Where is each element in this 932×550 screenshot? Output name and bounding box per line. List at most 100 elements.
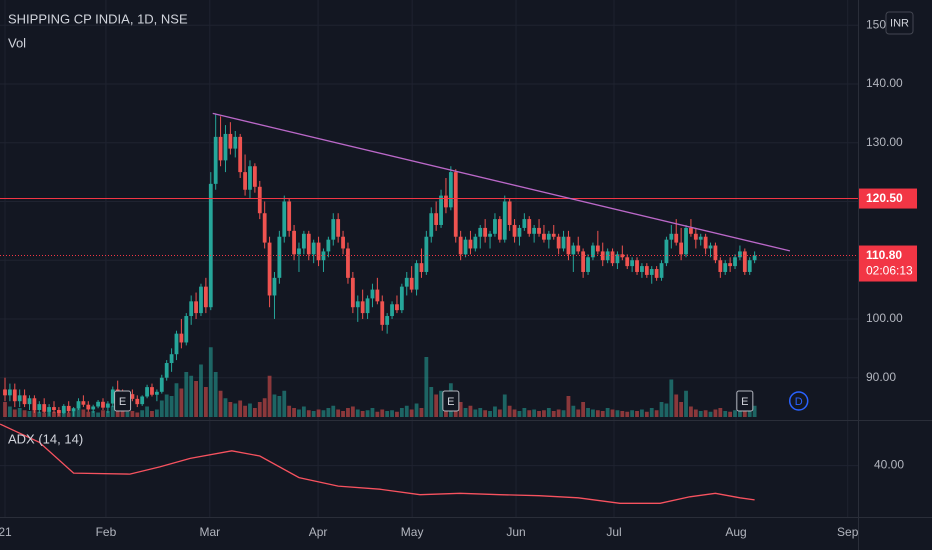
candle-body — [267, 242, 272, 296]
candle-body — [277, 236, 282, 278]
candle-body — [292, 230, 296, 255]
y-tick-label: 90.00 — [866, 370, 896, 384]
candle-body — [689, 227, 693, 234]
candle-body — [527, 219, 532, 234]
candle-body — [61, 405, 66, 413]
volume-bar — [184, 372, 189, 417]
volume-bar — [203, 387, 208, 417]
candle-body — [546, 233, 551, 240]
volume-bar — [110, 405, 115, 417]
y-tick-label: 40.00 — [874, 458, 904, 472]
candle-body — [399, 286, 404, 311]
candle-body — [747, 260, 752, 272]
earnings-label: E — [119, 396, 126, 408]
volume-bar — [76, 408, 81, 417]
candle-body — [439, 195, 443, 225]
candle-body — [644, 266, 649, 275]
earnings-marker — [442, 390, 460, 412]
volume-bar — [399, 408, 404, 417]
countdown-label: 02:06:13 — [866, 264, 913, 278]
volume-bar — [287, 405, 292, 417]
volume-bar — [591, 409, 595, 417]
volume-bar — [164, 394, 169, 417]
volume-bar — [350, 406, 355, 417]
volume-bar — [551, 411, 556, 417]
candle-body — [350, 277, 355, 308]
currency-label: INR — [890, 17, 909, 29]
volume-bar — [644, 411, 649, 417]
volume-bar — [395, 411, 399, 417]
volume-bar — [341, 411, 345, 417]
x-tick-label: May — [401, 525, 424, 539]
volume-bar — [390, 410, 394, 417]
dividend-marker — [788, 391, 809, 411]
candle-body — [311, 242, 316, 255]
candle-body — [586, 257, 590, 272]
volume-bar — [86, 411, 91, 417]
volume-bar — [478, 408, 483, 417]
volume-bar — [159, 400, 164, 417]
currency-badge[interactable] — [885, 11, 914, 35]
volume-bar — [91, 411, 96, 417]
candle-body — [52, 407, 56, 411]
candle-body — [81, 401, 86, 405]
x-tick-label: Apr — [309, 525, 328, 539]
volume-bar — [738, 409, 742, 417]
volume-bar — [311, 411, 316, 417]
x-tick-label: Sep — [837, 525, 859, 539]
y-tick-label: 140.00 — [866, 76, 903, 90]
candle-body — [228, 133, 233, 149]
candle-body — [301, 233, 306, 249]
candle-body — [66, 405, 71, 412]
candle-body — [502, 201, 507, 240]
volume-bar — [605, 408, 610, 417]
candle-body — [507, 201, 512, 225]
x-tick-label: 21 — [0, 525, 12, 539]
volume-bar — [728, 411, 733, 417]
volume-bar — [576, 409, 581, 417]
volume-bar — [733, 410, 737, 417]
volume-bar — [272, 394, 277, 417]
candle-body — [179, 333, 184, 343]
candle-body — [551, 233, 556, 237]
candle-body — [693, 233, 698, 240]
volume-bar — [434, 394, 439, 417]
candle-body — [3, 389, 7, 396]
volume-bar — [120, 410, 125, 417]
candle-body — [145, 387, 149, 397]
candle-body — [483, 227, 488, 237]
volume-bar — [595, 410, 600, 417]
volume-bar — [267, 375, 272, 417]
volume-bar — [429, 387, 434, 417]
candle-body — [130, 394, 135, 399]
volume-bar — [497, 409, 502, 417]
candle-body — [7, 389, 12, 396]
candle-body — [154, 391, 159, 395]
candle-body — [654, 269, 659, 278]
candle-body — [105, 403, 110, 408]
candle-body — [380, 301, 385, 325]
candle-body — [395, 304, 399, 311]
volume-bar — [189, 375, 194, 417]
volume-bar — [542, 410, 546, 417]
candle-body — [257, 186, 262, 214]
volume-bar — [483, 410, 488, 417]
candle-body — [208, 183, 213, 308]
candle-body — [414, 263, 419, 290]
volume-bar — [233, 403, 238, 417]
volume-bar — [32, 409, 37, 417]
volume-bar — [277, 396, 282, 417]
volume-bar — [297, 409, 301, 417]
candle-body — [360, 301, 365, 314]
volume-label: Vol — [8, 35, 26, 50]
candle-body — [752, 255, 757, 261]
candle-body — [336, 219, 341, 237]
volume-bar — [752, 405, 757, 417]
candle-body — [135, 398, 140, 405]
volume-bar — [12, 409, 17, 417]
volume-bar — [689, 406, 693, 417]
volume-bar — [243, 405, 247, 417]
volume-bar — [346, 408, 350, 417]
volume-bar — [130, 411, 135, 417]
candle-body — [723, 263, 728, 272]
